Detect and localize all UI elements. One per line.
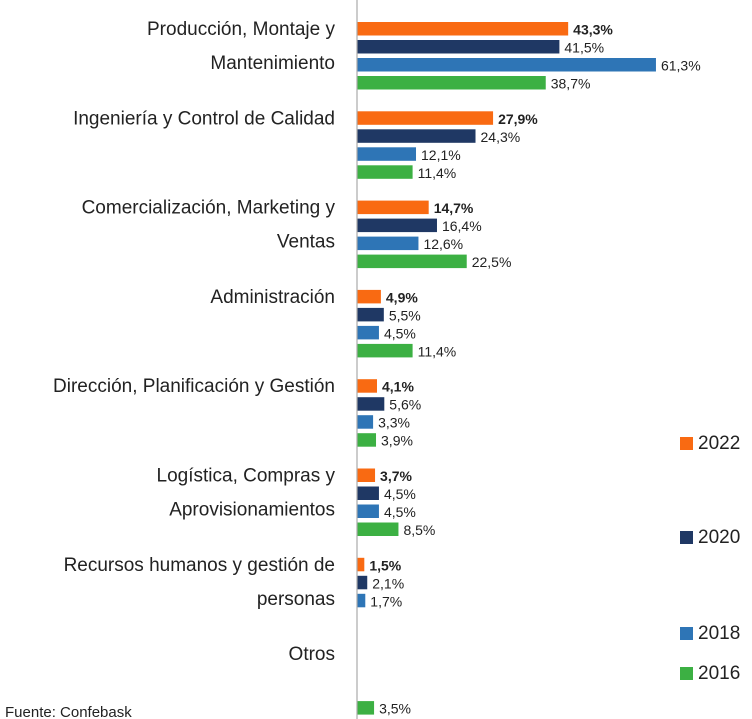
category-label: Recursos humanos y gestión de: [64, 555, 335, 576]
source-note: Fuente: Confebask: [5, 704, 132, 719]
value-label: 3,7%: [380, 468, 412, 484]
value-label: 4,5%: [384, 486, 416, 502]
legend-label: 2022: [698, 433, 740, 454]
bar: [357, 593, 366, 608]
bar: [357, 40, 560, 54]
value-label: 3,3%: [378, 415, 410, 431]
value-label: 2,1%: [372, 575, 404, 591]
bar: [357, 218, 437, 233]
category-label: Comercialización, Marketing y: [82, 198, 336, 219]
value-label: 4,9%: [386, 289, 418, 305]
bar: [357, 343, 413, 358]
value-label: 22,5%: [472, 254, 512, 270]
category-label: Otros: [289, 644, 335, 665]
bar: [357, 165, 413, 179]
value-label: 61,3%: [661, 57, 701, 73]
bar: [357, 254, 467, 269]
category-label: Logística, Compras y: [157, 466, 336, 487]
category-label: Aprovisionamientos: [169, 500, 335, 521]
bar: [357, 111, 494, 125]
value-label: 4,5%: [384, 504, 416, 520]
bar: [357, 415, 374, 429]
bar: [357, 236, 419, 251]
value-label: 43,3%: [573, 21, 613, 37]
bar: [357, 468, 376, 482]
legend-swatch: [680, 531, 693, 544]
legend-label: 2018: [698, 623, 740, 644]
value-label: 5,6%: [389, 397, 421, 413]
value-label: 12,1%: [421, 147, 461, 163]
bar: [357, 701, 375, 715]
value-label: 1,5%: [369, 557, 401, 573]
bar: [357, 325, 379, 340]
value-label: 12,6%: [423, 236, 463, 252]
bar: [357, 397, 385, 411]
bar: [357, 433, 377, 447]
value-label: 5,5%: [389, 307, 421, 323]
bar: [357, 76, 546, 90]
bar: [357, 522, 399, 536]
value-label: 41,5%: [564, 39, 604, 55]
bar: [357, 307, 384, 322]
value-label: 4,5%: [384, 325, 416, 341]
bar: [357, 486, 379, 500]
bar: [357, 147, 417, 161]
bar: [357, 58, 656, 72]
value-label: 8,5%: [403, 522, 435, 538]
bar: [357, 200, 429, 215]
legend-label: 2020: [698, 527, 740, 548]
value-label: 3,5%: [379, 701, 411, 717]
value-label: 38,7%: [551, 75, 591, 91]
bar: [357, 129, 476, 143]
bar: [357, 575, 368, 590]
bar: [357, 557, 365, 572]
category-label: Ingeniería y Control de Calidad: [73, 108, 335, 129]
category-label: Dirección, Planificación y Gestión: [53, 376, 335, 397]
legend-label: 2016: [698, 663, 740, 684]
value-label: 27,9%: [498, 111, 538, 127]
category-label: Ventas: [277, 232, 335, 253]
value-label: 1,7%: [370, 593, 402, 609]
value-label: 16,4%: [442, 218, 482, 234]
bar: [357, 379, 377, 393]
value-label: 14,7%: [434, 200, 474, 216]
value-label: 3,9%: [381, 433, 413, 449]
legend-swatch: [680, 667, 693, 680]
category-label: Producción, Montaje y: [147, 19, 335, 40]
category-label: personas: [257, 589, 335, 610]
bar: [357, 289, 381, 304]
bar: [357, 22, 569, 36]
value-label: 11,4%: [418, 343, 457, 359]
value-label: 11,4%: [418, 165, 457, 181]
legend-swatch: [680, 437, 693, 450]
category-label: Administración: [210, 287, 335, 308]
value-label: 4,1%: [382, 379, 414, 395]
category-label: Mantenimiento: [210, 53, 335, 74]
legend-swatch: [680, 627, 693, 640]
bar: [357, 504, 379, 518]
value-label: 24,3%: [481, 129, 521, 145]
